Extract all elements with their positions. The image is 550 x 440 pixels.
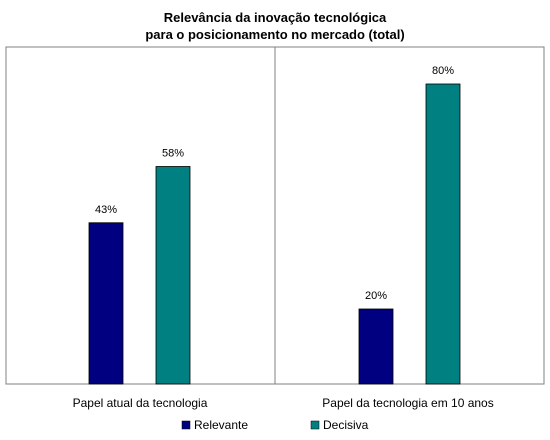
data-labels-group: 43% 20% 58% 80% xyxy=(95,65,454,302)
chart-title-line-1: Relevância da inovação tecnológica xyxy=(164,10,387,25)
x-tick-label-papel-atual: Papel atual da tecnologia xyxy=(73,396,208,410)
data-label-decisiva-0: 58% xyxy=(162,148,184,160)
bar-relevante-0 xyxy=(88,222,124,385)
data-label-relevante-1: 20% xyxy=(365,290,387,302)
legend-label-relevante: Relevante xyxy=(194,418,248,432)
bar-decisiva-1 xyxy=(425,83,461,385)
bar-decisiva-0 xyxy=(155,166,191,385)
data-label-relevante-0: 43% xyxy=(95,204,117,216)
legend-label-decisiva: Decisiva xyxy=(323,418,369,432)
legend-swatch-relevante xyxy=(181,420,191,430)
legend-swatch-decisiva xyxy=(310,420,320,430)
x-tick-label-papel-10-anos: Papel da tecnologia em 10 anos xyxy=(322,396,493,410)
bars-group xyxy=(88,83,461,385)
bar-relevante-1 xyxy=(358,308,394,385)
legend: Relevante Decisiva xyxy=(181,418,369,432)
data-label-decisiva-1: 80% xyxy=(432,65,454,77)
chart-title-line-2: para o posicionamento no mercado (total) xyxy=(145,27,404,42)
